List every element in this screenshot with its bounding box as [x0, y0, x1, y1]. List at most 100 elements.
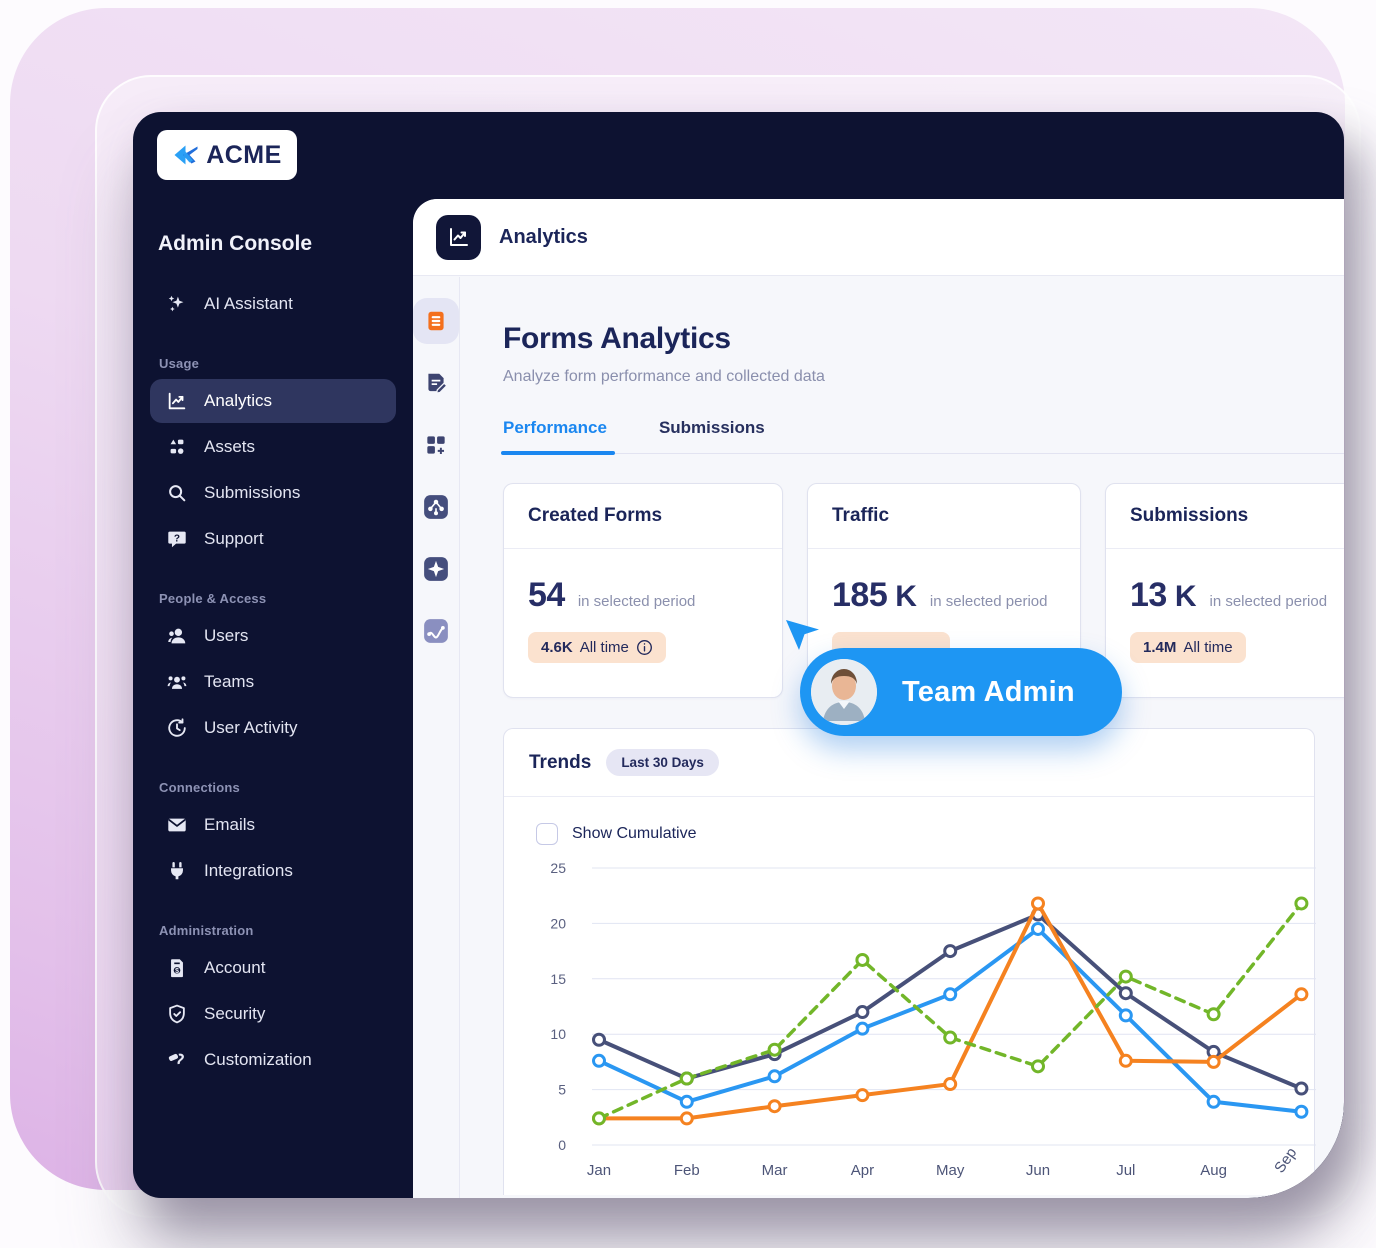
content-header: Analytics	[413, 199, 1344, 276]
teams-icon	[166, 671, 188, 693]
rail-workflow-button[interactable]	[413, 484, 459, 530]
paint-roller-icon	[166, 1049, 188, 1071]
icon-rail	[413, 277, 460, 1198]
svg-text:Jul: Jul	[1116, 1162, 1135, 1179]
sidebar-item-label: Submissions	[204, 483, 301, 502]
sidebar-item-teams[interactable]: Teams	[150, 660, 396, 704]
sidebar-item-assets[interactable]: Assets	[150, 425, 396, 469]
sidebar-section-administration: Administration	[159, 923, 254, 938]
billing-doc-icon: $	[166, 957, 188, 979]
svg-text:Aug: Aug	[1200, 1162, 1227, 1179]
team-admin-label: Team Admin	[902, 675, 1075, 708]
acme-logo-icon	[172, 142, 200, 168]
rail-trends-button[interactable]	[413, 608, 459, 654]
sidebar-item-account[interactable]: $ Account	[150, 946, 396, 990]
svg-text:0: 0	[558, 1137, 566, 1153]
sidebar-item-user-activity[interactable]: User Activity	[150, 706, 396, 750]
content-body: Forms Analytics Analyze form performance…	[413, 277, 1344, 1198]
activity-clock-icon	[166, 717, 188, 739]
acme-logo[interactable]: ACME	[157, 130, 297, 180]
svg-text:$: $	[175, 968, 179, 975]
svg-text:?: ?	[174, 533, 180, 544]
stat-value: 185	[832, 576, 888, 614]
sidebar-item-customization[interactable]: Customization	[150, 1038, 396, 1082]
badge-suffix: All time	[579, 639, 629, 656]
analytics-header-icon	[436, 214, 481, 260]
acme-logo-text: ACME	[206, 140, 282, 169]
sidebar-item-label: Integrations	[204, 861, 293, 880]
trend-line-icon	[421, 616, 451, 646]
svg-text:Mar: Mar	[762, 1162, 788, 1179]
help-chat-icon: ?	[166, 528, 188, 550]
sidebar-item-label: User Activity	[204, 718, 298, 737]
tabs: Performance Submissions	[501, 418, 1344, 455]
sidebar-nav: AI Assistant Usage Analytics	[133, 280, 413, 1084]
sidebar-item-label: Assets	[204, 437, 256, 456]
sidebar-item-emails[interactable]: Emails	[150, 803, 396, 847]
sidebar-item-submissions[interactable]: Submissions	[150, 471, 396, 515]
badge-value: 4.6K	[541, 639, 573, 656]
sidebar-item-label: AI Assistant	[204, 294, 293, 313]
sidebar-item-label: Analytics	[204, 391, 273, 410]
date-range-badge[interactable]: Last 30 Days	[606, 749, 719, 776]
svg-text:Feb: Feb	[674, 1162, 700, 1179]
sidebar-item-support[interactable]: ? Support	[150, 517, 396, 561]
stat-unit: K	[895, 580, 917, 613]
stat-card-title: Created Forms	[504, 484, 782, 549]
rail-ai-button[interactable]	[413, 546, 459, 592]
show-cumulative-toggle[interactable]: Show Cumulative	[536, 823, 1314, 845]
trends-card: Trends Last 30 Days Show Cumulative 0 5 10…	[503, 728, 1316, 1195]
avatar	[811, 659, 877, 725]
svg-text:Jan: Jan	[587, 1162, 611, 1179]
stat-value: 13	[1130, 576, 1167, 614]
team-admin-badge[interactable]: Team Admin	[800, 648, 1122, 736]
sidebar-title: Admin Console	[158, 232, 313, 255]
sidebar-item-label: Users	[204, 626, 249, 645]
tab-submissions[interactable]: Submissions	[658, 418, 765, 437]
svg-text:15: 15	[550, 971, 566, 987]
sidebar-section-people: People & Access	[159, 591, 267, 606]
trends-header: Trends Last 30 Days	[504, 729, 1314, 797]
sidebar-item-analytics[interactable]: Analytics	[150, 379, 396, 423]
sidebar-section-usage: Usage	[159, 356, 200, 371]
document-lines-icon	[423, 308, 449, 334]
content-header-title: Analytics	[499, 225, 588, 248]
sidebar-item-label: Account	[204, 958, 266, 977]
stat-value: 54	[528, 576, 565, 614]
shield-check-icon	[166, 1003, 188, 1025]
main-pane: Forms Analytics Analyze form performance…	[460, 277, 1344, 1198]
sidebar: ACME Admin Console AI Assistant Usage	[133, 112, 413, 1198]
document-pen-icon	[423, 370, 449, 396]
badge-value: 1.4M	[1143, 639, 1177, 656]
trends-title: Trends	[529, 751, 592, 773]
all-time-badge: 4.6K All time	[528, 632, 666, 663]
checkbox[interactable]	[536, 823, 558, 845]
sidebar-item-security[interactable]: Security	[150, 992, 396, 1036]
workflow-icon	[421, 492, 451, 522]
sidebar-item-ai-assistant[interactable]: AI Assistant	[150, 282, 396, 326]
info-icon[interactable]	[636, 639, 653, 656]
stat-card-title: Traffic	[808, 484, 1080, 549]
sidebar-item-label: Support	[204, 529, 264, 548]
badge-suffix: All time	[1183, 639, 1233, 656]
stat-unit: K	[1174, 580, 1197, 613]
svg-text:Jun: Jun	[1026, 1162, 1050, 1179]
assets-icon	[166, 436, 188, 458]
rail-form-edit-button[interactable]	[413, 360, 459, 406]
checkbox-label: Show Cumulative	[572, 825, 697, 842]
mouse-cursor-icon	[783, 614, 823, 659]
sidebar-item-label: Emails	[204, 815, 256, 834]
sidebar-item-users[interactable]: Users	[150, 614, 396, 658]
svg-text:5: 5	[558, 1082, 566, 1098]
envelope-icon	[166, 814, 188, 836]
rail-apps-button[interactable]	[413, 422, 459, 468]
tab-performance[interactable]: Performance	[501, 418, 615, 455]
sidebar-item-integrations[interactable]: Integrations	[150, 849, 396, 893]
search-icon	[166, 482, 188, 504]
stat-period: in selected period	[929, 593, 1048, 610]
rail-forms-button[interactable]	[413, 298, 459, 344]
sidebar-item-label: Customization	[204, 1050, 312, 1069]
svg-text:May: May	[936, 1162, 965, 1179]
svg-text:Apr: Apr	[851, 1162, 874, 1179]
page-title: Forms Analytics	[503, 322, 731, 355]
